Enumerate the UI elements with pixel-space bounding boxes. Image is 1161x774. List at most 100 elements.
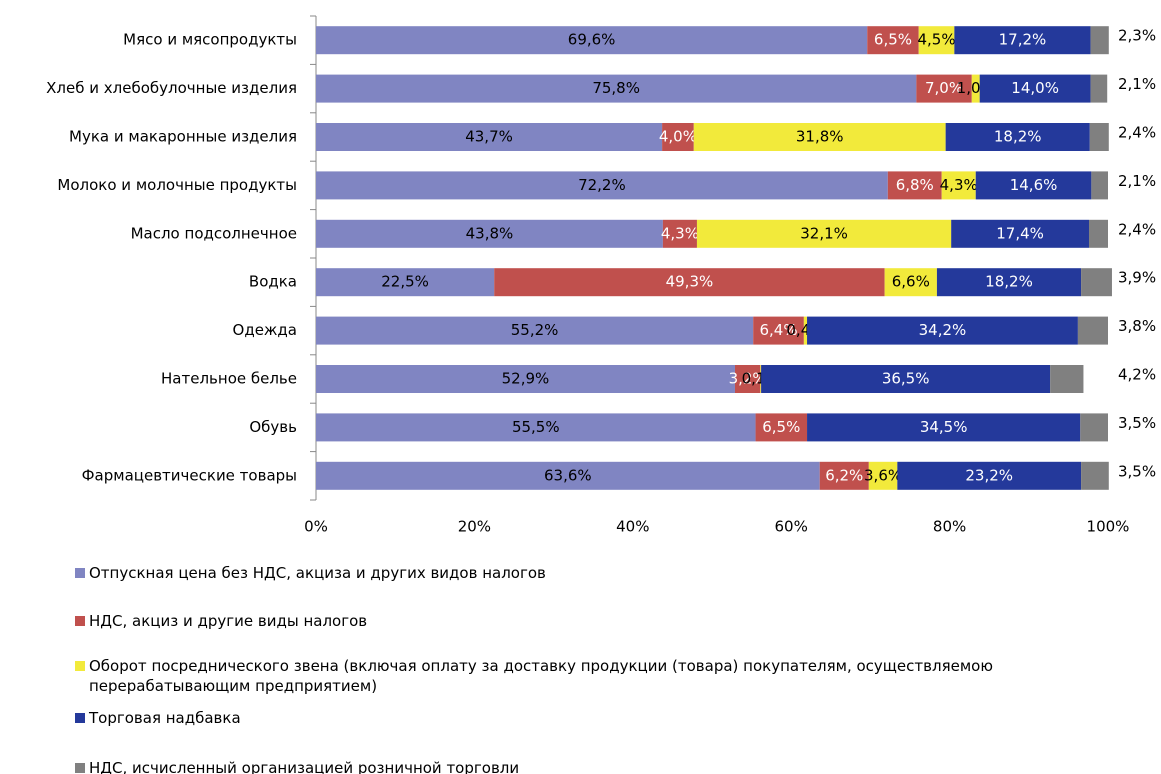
value-label: 2,1%	[1118, 172, 1156, 190]
value-label: 3,6%	[864, 466, 902, 484]
bar-segment	[316, 123, 663, 151]
bar-segment	[945, 123, 1090, 151]
legend-label: Торговая надбавка	[89, 709, 241, 727]
value-label: 6,8%	[896, 176, 934, 194]
bar-segment	[753, 316, 804, 345]
bar-segment	[819, 461, 869, 490]
value-label: 14,6%	[1010, 176, 1058, 194]
value-label: 6,6%	[892, 273, 930, 291]
category-label: Водка	[249, 273, 297, 291]
bar-segment	[975, 171, 1092, 200]
bar-segment	[316, 316, 754, 345]
bar-segment	[316, 26, 868, 55]
value-label: 31,8%	[796, 128, 844, 146]
category-label: Масло подсолнечное	[131, 224, 297, 242]
value-label: 3,9%	[1118, 269, 1156, 287]
value-label: 6,4%	[759, 321, 797, 339]
value-label: 72,2%	[578, 176, 626, 194]
bar-segment	[316, 413, 756, 442]
value-label: 2,4%	[1118, 124, 1156, 142]
bar-segment	[662, 219, 697, 248]
value-label: 6,5%	[762, 418, 800, 436]
x-tick-label: 40%	[616, 518, 649, 536]
category-label: Нательное белье	[161, 370, 297, 388]
value-label: 4,3%	[940, 176, 978, 194]
value-label: 2,3%	[1118, 27, 1156, 45]
category-label: Хлеб и хлебобулочные изделия	[46, 79, 297, 97]
value-label: 4,0%	[659, 128, 697, 146]
value-label: 23,2%	[965, 466, 1013, 484]
value-label: 17,2%	[999, 31, 1047, 49]
value-label: 63,6%	[544, 466, 592, 484]
bar-segment	[1089, 123, 1109, 151]
bar-segment	[1081, 461, 1109, 490]
legend-swatch	[75, 713, 85, 723]
bar-segment	[807, 413, 1081, 442]
value-label: 3,5%	[1118, 462, 1156, 480]
bar-segment	[316, 461, 820, 490]
bar-segment	[918, 26, 955, 55]
value-label: 55,5%	[512, 418, 560, 436]
category-label: Мясо и мясопродукты	[123, 31, 297, 49]
legend-swatch	[75, 616, 85, 626]
legend-swatch	[75, 661, 85, 671]
value-label: 36,5%	[882, 370, 930, 388]
bar-segment	[494, 268, 885, 297]
x-tick-label: 80%	[933, 518, 966, 536]
value-label: 3,2%	[729, 370, 767, 388]
legend-label: НДС, акциз и другие виды налогов	[89, 612, 368, 630]
bar-segment	[1050, 365, 1084, 393]
bar-segment	[936, 268, 1082, 297]
category-label: Фармацевтические товары	[82, 466, 297, 484]
bar-segment	[941, 171, 976, 200]
value-label: 4,3%	[661, 224, 699, 242]
value-label: 52,9%	[502, 370, 550, 388]
bar-segment	[760, 365, 762, 393]
value-label: 2,1%	[1118, 75, 1156, 93]
value-label: 18,2%	[985, 273, 1033, 291]
category-label: Одежда	[233, 321, 297, 339]
value-label: 43,8%	[466, 224, 514, 242]
legend-swatch	[75, 763, 85, 773]
category-label: Мука и макаронные изделия	[69, 128, 297, 146]
bar-segment	[979, 74, 1091, 103]
bar-segment	[316, 365, 735, 393]
value-label: 18,2%	[994, 128, 1042, 146]
value-label: 14,0%	[1011, 79, 1059, 97]
legend-label: НДС, исчисленный организацией розничной …	[89, 759, 520, 774]
bar-segment	[316, 219, 663, 248]
legend-label: Оборот посреднического звена (включая оп…	[89, 657, 993, 695]
value-label: 49,3%	[666, 273, 714, 291]
bar-segment	[316, 74, 917, 103]
bar-segment	[916, 74, 972, 103]
bar-segment	[696, 219, 952, 248]
bar-segment	[316, 268, 495, 297]
bar-segment	[868, 461, 898, 490]
bar-segment	[734, 365, 761, 393]
bar-segment	[887, 171, 942, 200]
value-label: 34,5%	[920, 418, 968, 436]
x-tick-label: 0%	[304, 518, 328, 536]
value-label: 34,2%	[919, 321, 967, 339]
bar-segment	[1090, 26, 1109, 55]
bar-segment	[316, 171, 888, 200]
bar-segment	[884, 268, 937, 297]
bar-segment	[897, 461, 1082, 490]
bar-segment	[755, 413, 808, 442]
value-label: 3,5%	[1118, 414, 1156, 432]
bar-segment	[662, 123, 694, 151]
bar-segment	[971, 74, 980, 103]
legend-label: Отпускная цена без НДС, акциза и других …	[89, 564, 546, 582]
legend-item: Торговая надбавка	[75, 708, 1125, 728]
legend-swatch	[75, 568, 85, 578]
value-label: 4,5%	[917, 31, 955, 49]
value-label: 6,5%	[874, 31, 912, 49]
value-label: 55,2%	[511, 321, 559, 339]
value-label: 3,8%	[1118, 317, 1156, 335]
bar-segment	[693, 123, 946, 151]
value-label: 32,1%	[800, 224, 848, 242]
bar-segment	[1088, 219, 1108, 248]
bar-segment	[803, 316, 808, 345]
value-label: 69,6%	[568, 31, 616, 49]
